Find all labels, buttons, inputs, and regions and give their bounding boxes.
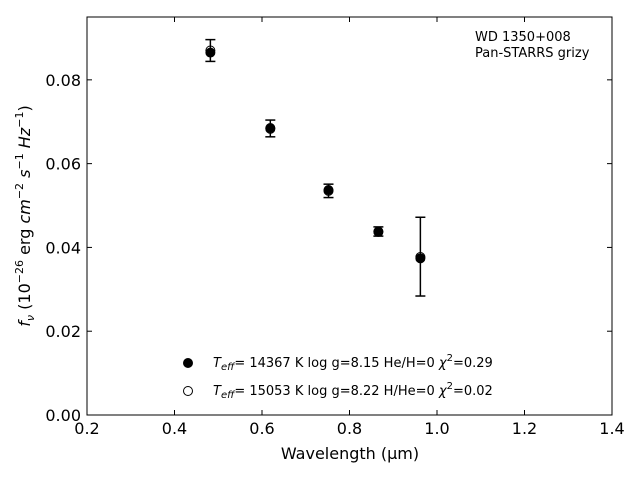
- point-model-filled: [323, 185, 334, 196]
- annotation-line-1: WD 1350+008: [475, 30, 571, 45]
- y-axis-ticks: 0.00 0.02 0.04 0.06 0.08: [45, 71, 612, 425]
- legend-label-1: Teff= 14367 K log g=8.15 He/H=0 χ2=0.29: [213, 353, 493, 373]
- legend: Teff= 14367 K log g=8.15 He/H=0 χ2=0.29 …: [183, 353, 493, 401]
- y-axis-title: fν (10−26 erg cm−2 s−1 Hz−1): [13, 105, 37, 326]
- point-model-open: [373, 226, 384, 237]
- point-model-open: [415, 252, 426, 263]
- y-tick-label: 0.06: [45, 155, 81, 174]
- point-model-open: [205, 45, 216, 56]
- annotation-line-2: Pan-STARRS grizy: [475, 46, 590, 61]
- x-axis-title: Wavelength (μm): [281, 444, 419, 463]
- y-tick-label: 0.00: [45, 406, 81, 425]
- x-tick-label: 0.8: [337, 419, 362, 438]
- x-tick-label: 0.4: [162, 419, 187, 438]
- legend-marker-open: [183, 386, 193, 396]
- x-tick-label: 1.0: [424, 419, 449, 438]
- point-model-filled: [265, 123, 276, 134]
- point-model-filled: [205, 47, 216, 58]
- x-tick-label: 0.6: [249, 419, 274, 438]
- x-tick-label: 0.2: [74, 419, 99, 438]
- legend-label-2: Teff= 15053 K log g=8.22 H/He=0 χ2=0.02: [213, 381, 493, 401]
- y-tick-label: 0.02: [45, 322, 81, 341]
- y-tick-label: 0.04: [45, 238, 81, 257]
- data-points: [205, 45, 426, 264]
- x-tick-label: 1.4: [599, 419, 624, 438]
- point-model-open: [265, 123, 276, 134]
- x-axis-ticks: 0.2 0.4 0.6 0.8 1.0 1.2 1.4: [74, 17, 625, 438]
- error-bars: [205, 38, 426, 297]
- legend-marker-filled: [183, 358, 193, 368]
- point-model-open: [323, 185, 334, 196]
- y-tick-label: 0.08: [45, 71, 81, 90]
- x-tick-label: 1.2: [512, 419, 537, 438]
